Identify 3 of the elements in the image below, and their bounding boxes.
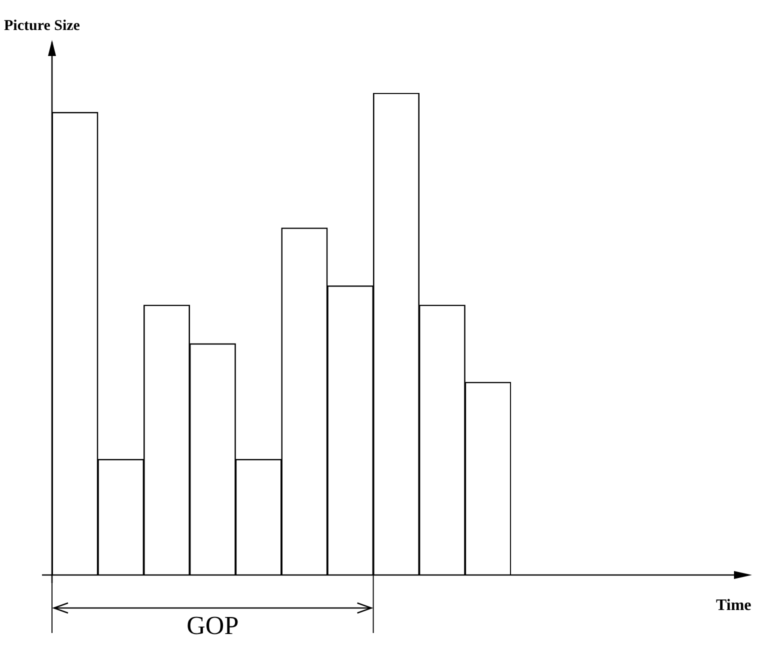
text: GOP bbox=[186, 611, 240, 641]
text: Time bbox=[716, 597, 752, 615]
y-axis-title: Picture Size bbox=[4, 18, 80, 35]
